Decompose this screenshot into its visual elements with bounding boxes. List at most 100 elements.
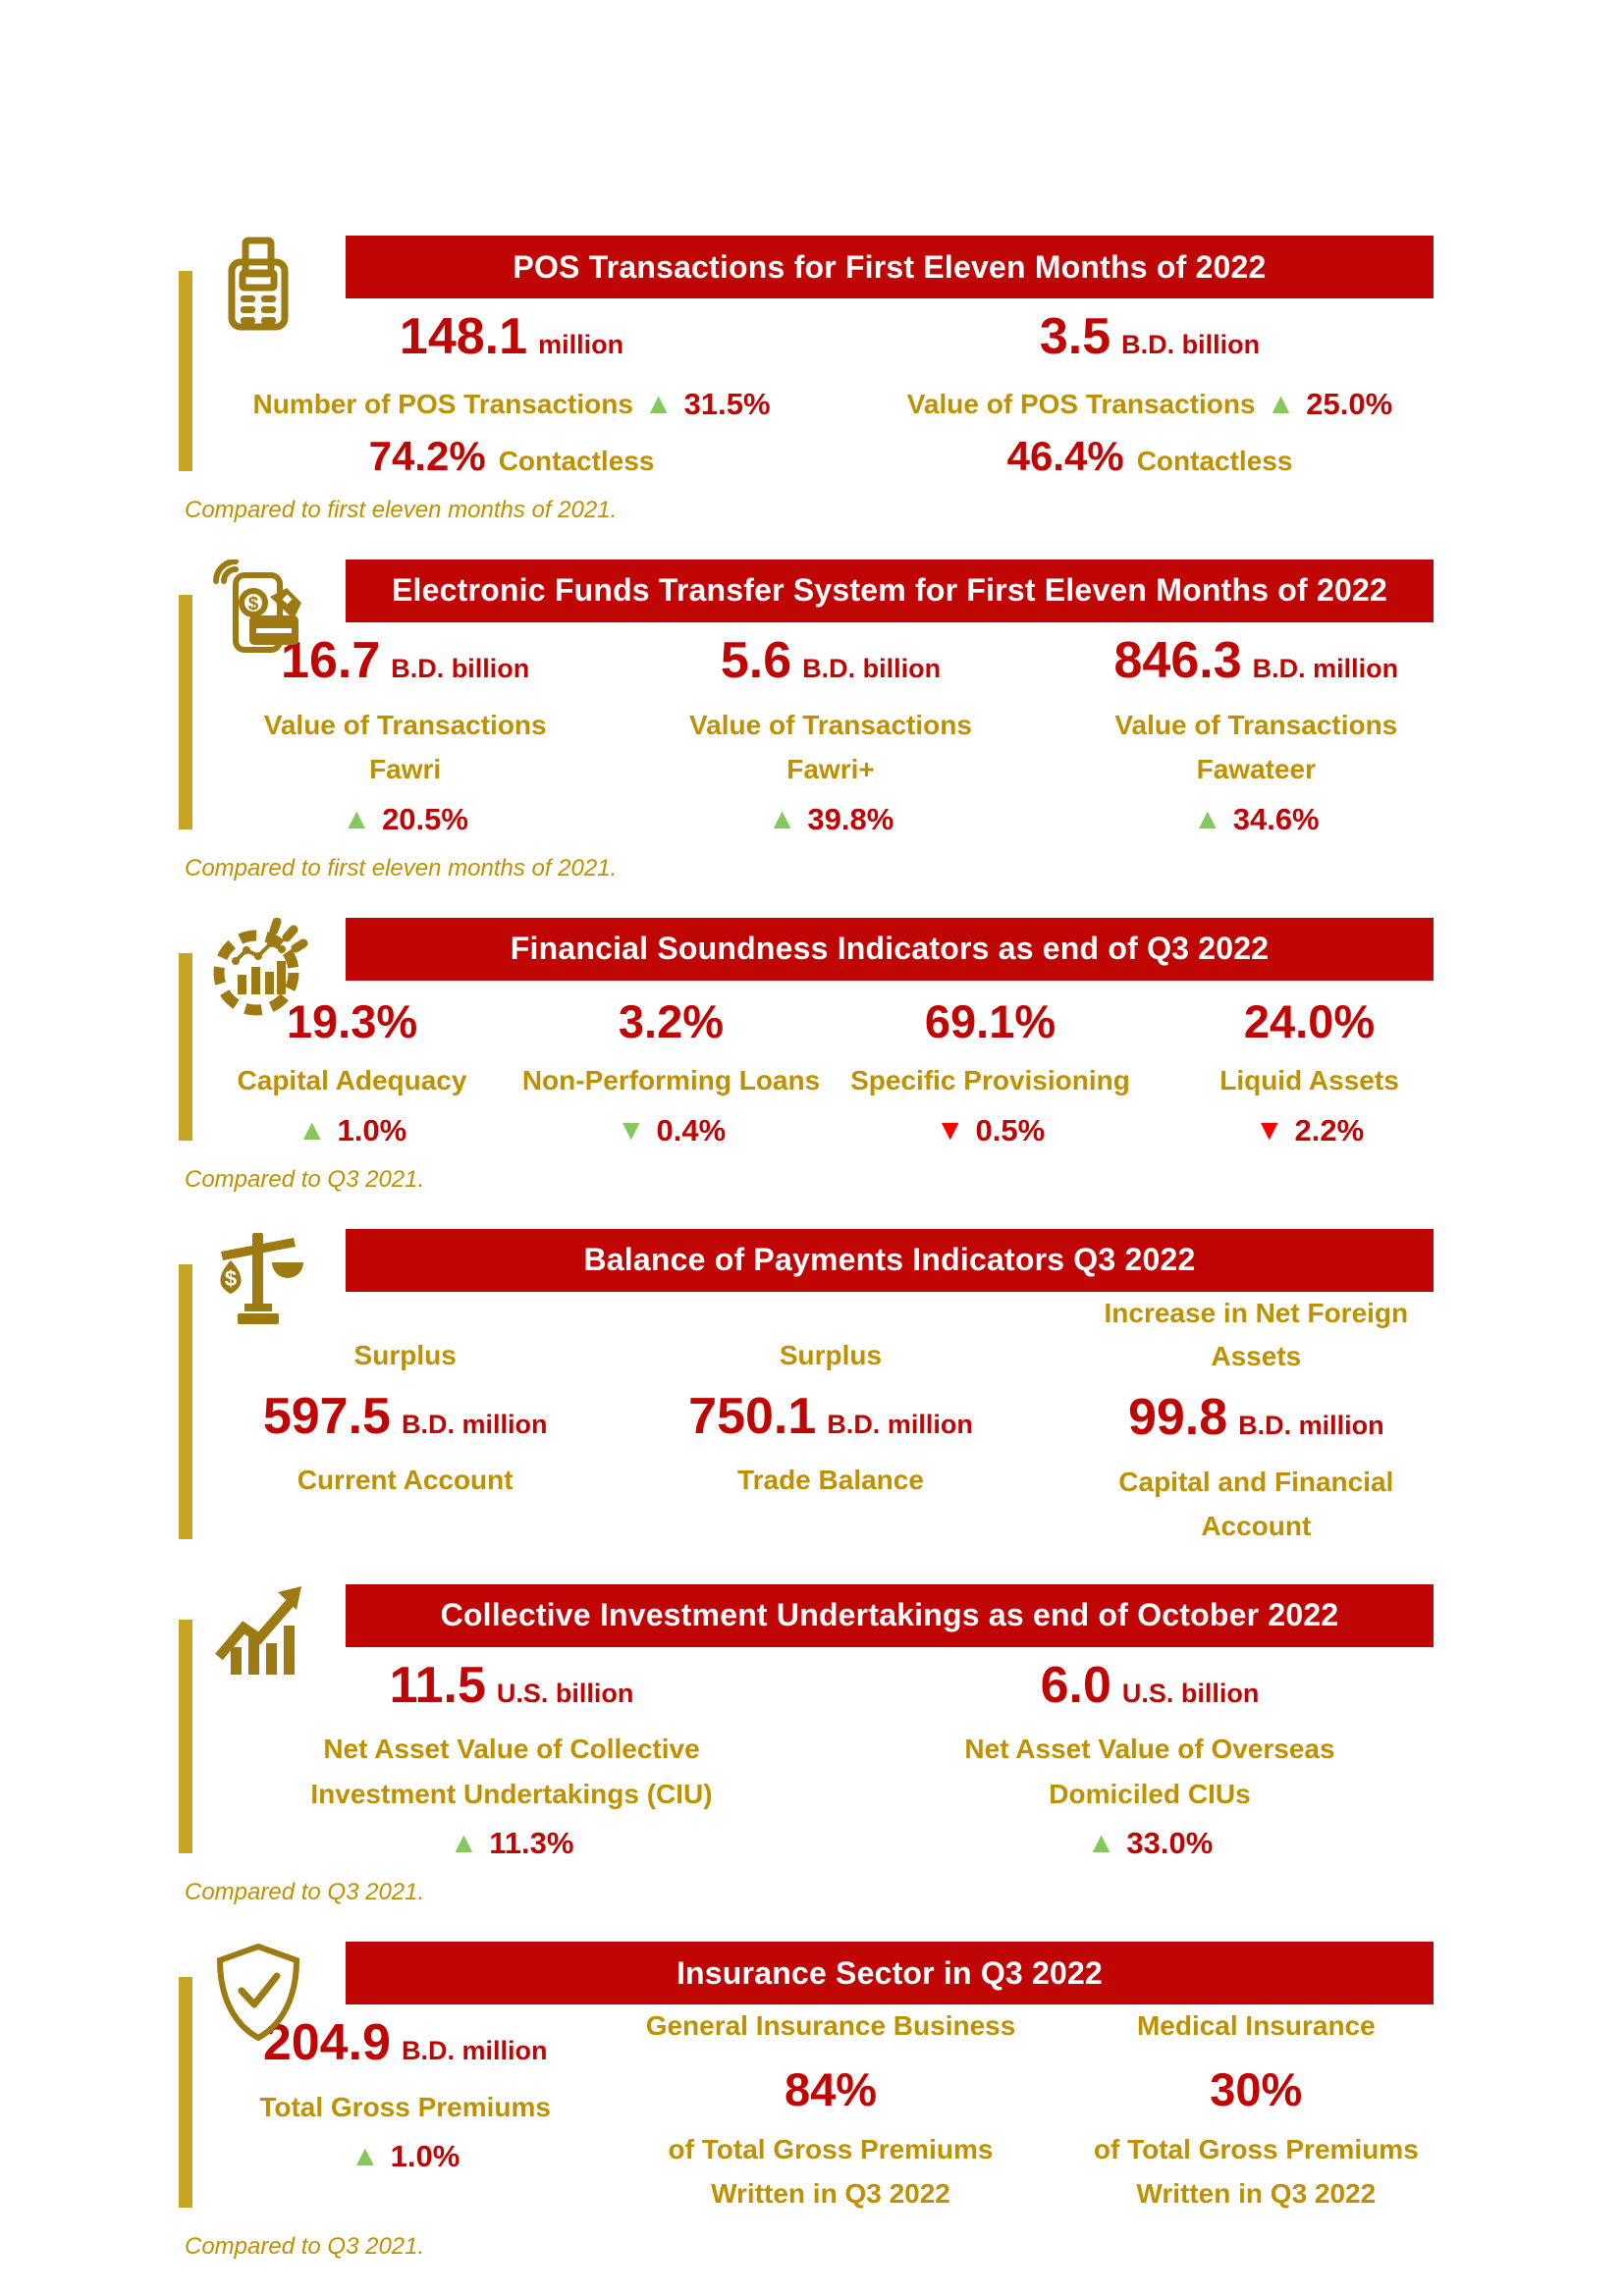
stat-change: ▲ 34.6% [1193,802,1320,837]
stat-value: 99.8 [1127,1389,1228,1447]
stat-label-line: of Total Gross Premiums [1093,2133,1419,2164]
stat-label-line: Fawri [369,754,442,785]
stat-label: Capital Adequacy [238,1058,467,1102]
stat-unit: B.D. million [1238,1411,1384,1441]
stat-value-row: 6.0 U.S. billion [1041,1657,1260,1716]
stat-label-line: Fawateer [1196,754,1317,785]
section-title: Electronic Funds Transfer System for Fir… [392,572,1387,609]
stat-column: Increase in Net Foreign Assets 99.8 B.D. mi… [1044,1292,1469,1549]
stat-value-row: 204.9 B.D. million [263,2014,548,2073]
svg-text:$: $ [248,594,259,614]
stat-unit: U.S. billion [1121,1678,1260,1708]
stat-change: ▲ 1.0% [298,1113,406,1148]
stat-change-value: 25.0% [1306,386,1393,421]
section-accent-bar [179,1977,192,2209]
stat-value-row: 846.3 B.D. million [1114,632,1399,691]
stat-value: 6.0 [1040,1656,1111,1714]
section-accent-bar [179,1263,192,1539]
up-arrow-icon: ▲ [1266,387,1296,420]
stat-big-value: 69.1% [924,994,1056,1047]
section-collective-investment-undertakings: Collective Investment Undertakings as en… [0,1583,1624,1907]
stat-column: 5.6 B.D. billion Value of Transactions Fawr… [618,622,1043,837]
stat-label-line: Liquid Assets [1219,1065,1399,1096]
section-banner: Electronic Funds Transfer System for Fir… [346,559,1434,622]
stat-label-line: Value of Transactions [1114,709,1398,740]
stat-label: Total Gross Premiums [259,2085,551,2129]
stat-label: of Total Gross Premiums Written in Q3 202… [669,2127,994,2216]
stat-label-line: Net Asset Value of Overseas [964,1734,1335,1765]
stat-label: Trade Balance [737,1458,924,1502]
stat-unit: B.D. million [401,2036,548,2066]
stat-extra-label: Contactless [1136,445,1293,476]
stat-column: General Insurance Business 84% of Total Gr… [618,2004,1043,2216]
stat-label-line: Non-Performing Loans [521,1065,821,1096]
stat-label: Number of POS Transactions [252,388,633,419]
up-arrow-icon: ▲ [643,387,674,420]
stat-big-value: 30% [1210,2062,1303,2115]
section-accent-bar [179,1619,192,1854]
stat-label: Liquid Assets [1219,1058,1399,1102]
stat-change-value: 20.5% [382,801,468,836]
stat-label: Value of Transactions Fawateer [1114,703,1397,792]
section-pos-transactions: POS Transactions for First Eleven Months… [0,236,1624,524]
stat-change-value: 31.5% [683,386,771,421]
section-balance-of-payments: $ Balance of Payments Indicators Q3 2022 S… [0,1228,1624,1549]
stat-label-line: Capital Adequacy [237,1065,467,1096]
stat-column: 6.0 U.S. billion Net Asset Value of Overse… [831,1647,1469,1862]
stat-value: 597.5 [262,1387,391,1445]
section-stats: 19.3% Capital Adequacy ▲ 1.0% 3.2% Non-Perfor… [192,981,1469,1148]
stat-unit: B.D. billion [802,653,942,683]
stat-label: of Total Gross Premiums Written in Q3 202… [1094,2127,1419,2216]
comparison-footnote: Compared to first eleven months of 2021. [185,496,618,523]
section-title: POS Transactions for First Eleven Months… [513,248,1267,285]
stat-big-value: 19.3% [286,994,418,1047]
stat-label-line: Specific Provisioning [850,1065,1130,1096]
stat-top-label: Surplus [780,1292,882,1378]
stat-column: Surplus 750.1 B.D. million Trade Balance [618,1292,1043,1549]
stat-extra-label: Contactless [498,445,655,476]
stat-change-value: 0.4% [656,1112,727,1148]
stat-change: ▲ 33.0% [1087,1826,1214,1861]
section-insurance-sector: Insurance Sector in Q3 2022 204.9 B.D. mil… [0,1942,1624,2261]
stat-column: 3.2% Non-Performing Loans ▼ 0.4% [512,981,831,1148]
contactless-payment-icon: $ [208,559,308,662]
stat-top-label-line: Assets [1211,1341,1302,1372]
stat-label-line: Investment Undertakings (CIU) [310,1778,713,1809]
stat-label-line: Capital and Financial [1118,1466,1394,1497]
stat-top-label-line: Surplus [353,1339,457,1370]
stat-label-line: of Total Gross Premiums [668,2133,994,2164]
stat-big-value: 24.0% [1243,994,1376,1047]
stat-change-value: 1.0% [337,1112,407,1148]
stat-change: ▲ 39.8% [768,802,894,837]
stat-column: 846.3 B.D. million Value of Transactions Fa… [1044,622,1469,837]
stat-extra: 46.4% Contactless [1006,432,1293,479]
stat-value: 846.3 [1113,631,1242,689]
stat-column: 148.1 million Number of POS Transactions ▲ 3… [192,298,831,479]
stat-value-row: 750.1 B.D. million [688,1388,973,1447]
stat-top-label-line: Medical Insurance [1136,2010,1376,2042]
stat-label: Net Asset Value of Overseas Domiciled CIU… [964,1727,1334,1816]
stat-change-value: 0.5% [975,1112,1046,1148]
stat-change: ▲ 1.0% [351,2139,460,2174]
section-banner: Insurance Sector in Q3 2022 [346,1942,1434,2005]
up-arrow-icon: ▲ [342,802,372,835]
pos-terminal-icon [208,236,308,338]
down-arrow-icon: ▼ [616,1113,646,1147]
section-stats: 148.1 million Number of POS Transactions ▲ 3… [192,298,1469,479]
stat-value: 148.1 [399,308,528,365]
stat-top-label: General Insurance Business [646,2004,1016,2049]
stat-value-row: 148.1 million [400,308,623,367]
comparison-footnote: Compared to Q3 2021. [185,1879,425,1906]
stat-label: Value of Transactions Fawri [264,703,547,792]
stat-column: 19.3% Capital Adequacy ▲ 1.0% [192,981,512,1148]
stat-column: 204.9 B.D. million Total Gross Premiums ▲ 1.… [192,2004,618,2216]
stat-extra-value: 46.4% [1006,432,1124,479]
stat-top-label-line: Surplus [779,1339,883,1370]
stat-change-value: 39.8% [807,801,894,836]
section-banner: Collective Investment Undertakings as en… [346,1583,1434,1647]
stat-label-line: Net Asset Value of Collective [323,1734,700,1765]
stat-top-label: Increase in Net Foreign Assets [1105,1292,1409,1380]
down-arrow-icon: ▼ [1254,1113,1284,1147]
section-accent-bar [179,952,192,1141]
